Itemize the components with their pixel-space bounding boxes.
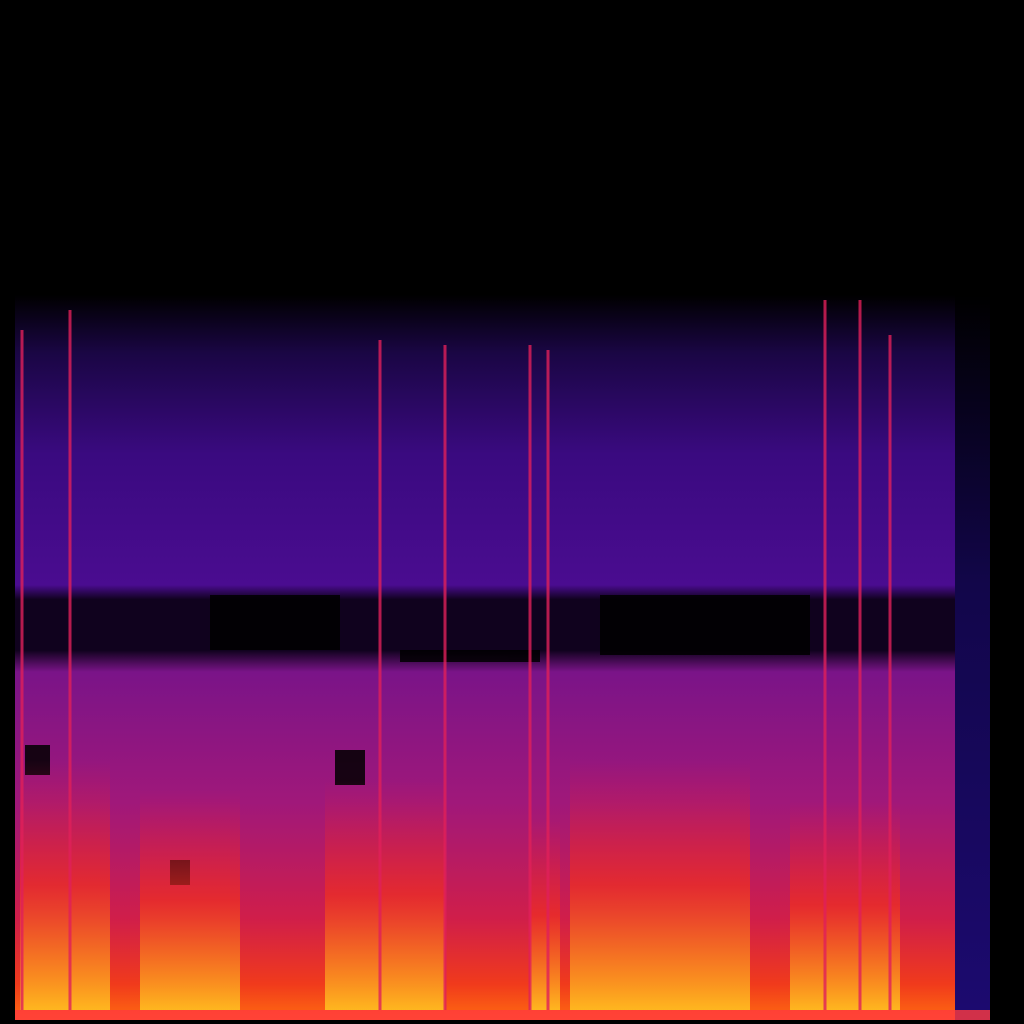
low-band [15, 1010, 990, 1020]
spectrum-tail [955, 295, 990, 1020]
hot-regions [20, 760, 900, 1010]
vertical-streaks [20, 300, 892, 1010]
